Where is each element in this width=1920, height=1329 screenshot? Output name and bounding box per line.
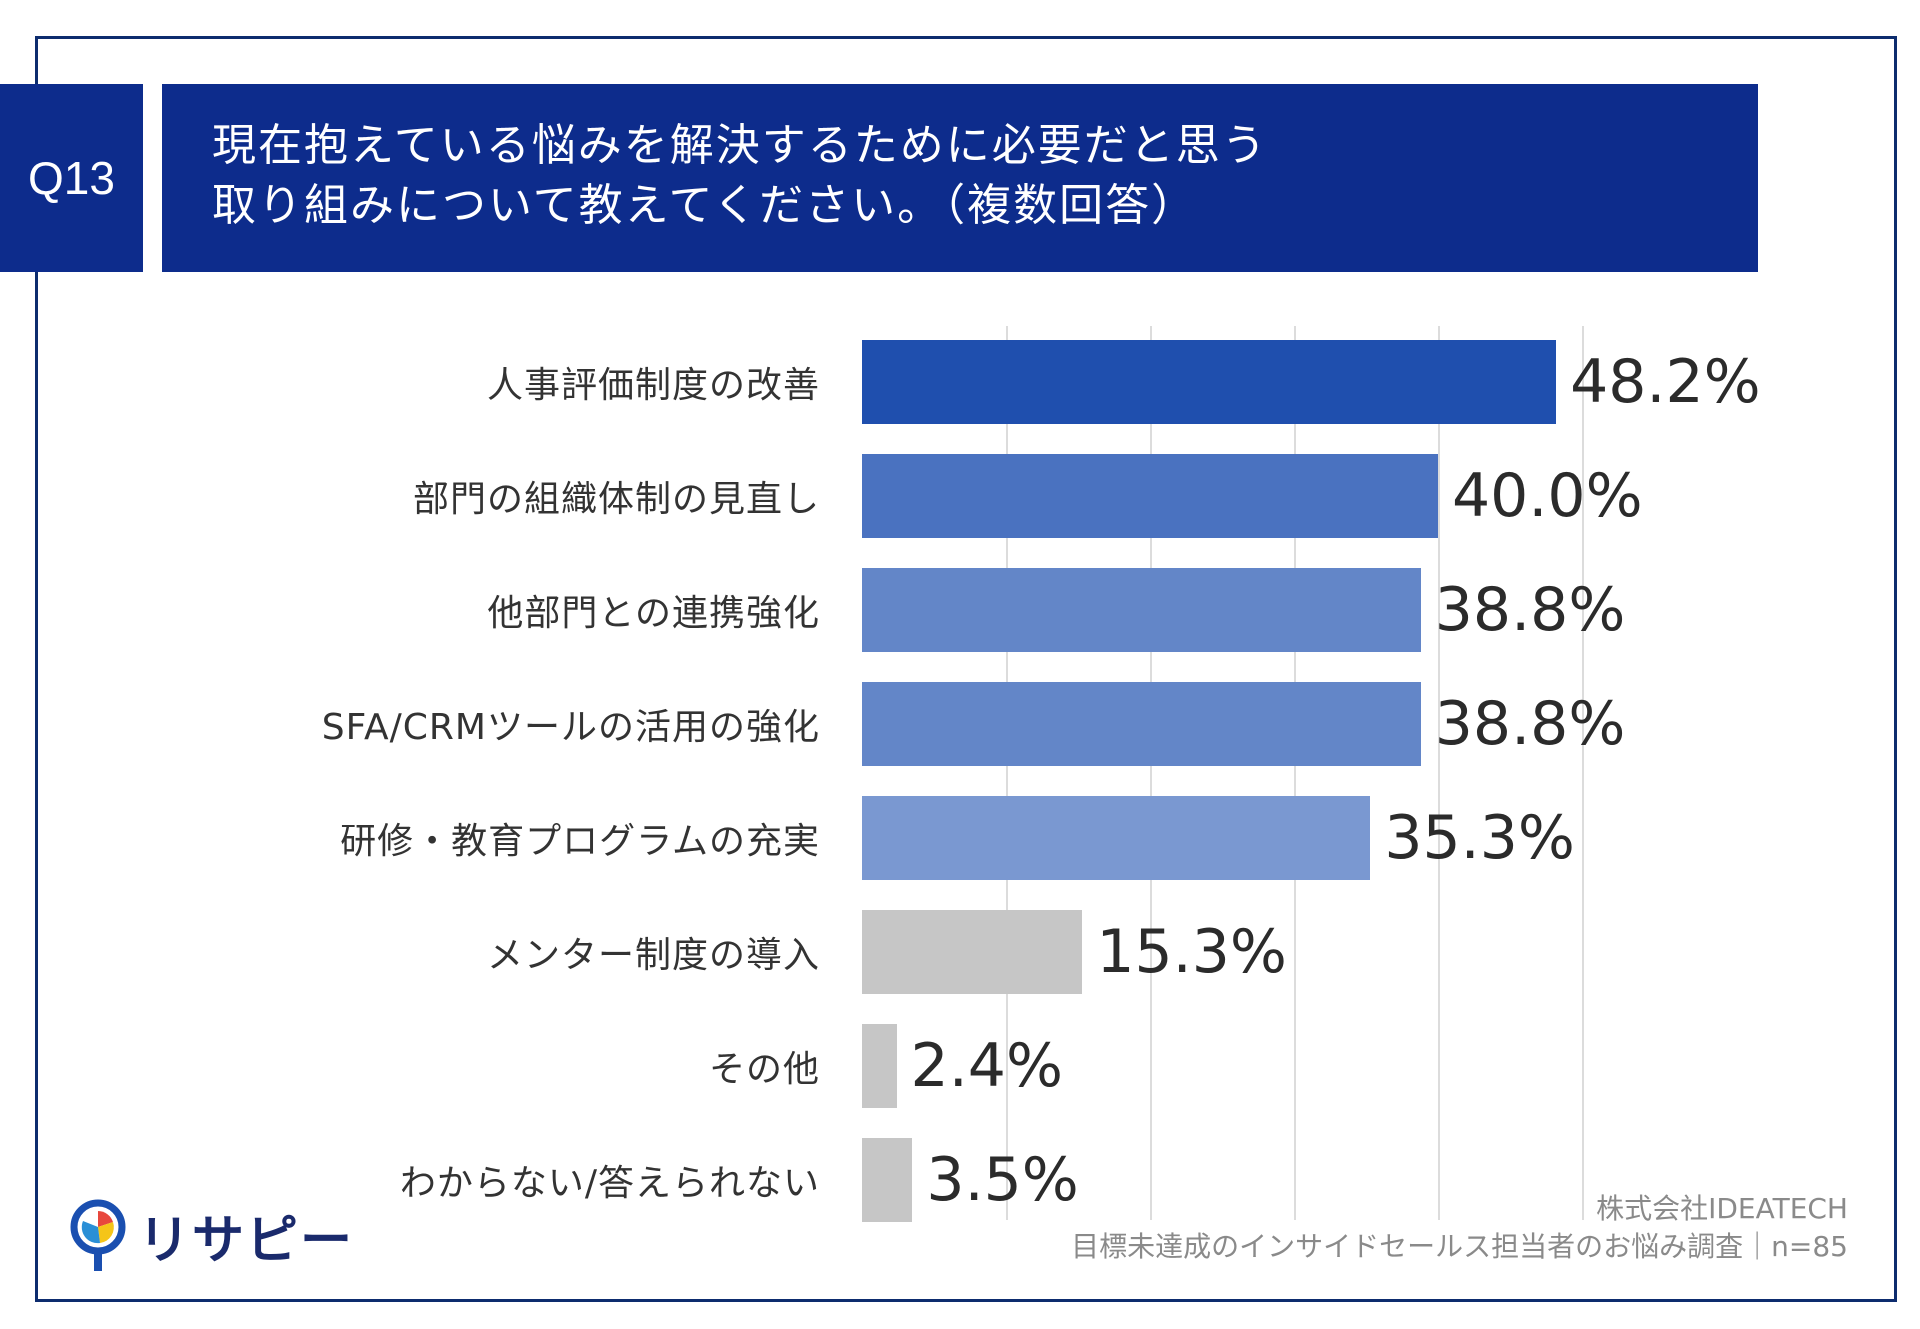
value-label: 40.0% [1452, 461, 1643, 531]
category-label: わからない/答えられない [399, 1163, 820, 1204]
question-text-line1: 現在抱えている悩みを解決するために必要だと思う [212, 120, 1268, 171]
gridline [1150, 326, 1152, 1220]
question-number-badge: Q13 [0, 84, 143, 272]
source-survey: 目標未達成のインサイドセールス担当者のお悩み調査｜n=85 [1071, 1230, 1848, 1263]
chart-frame [35, 36, 1897, 1302]
value-label: 35.3% [1384, 803, 1575, 873]
bar [862, 340, 1557, 424]
brand-logo: リサピー [70, 1198, 354, 1273]
value-label: 3.5% [926, 1145, 1079, 1215]
category-label: SFA/CRMツールの活用の強化 [321, 707, 820, 748]
value-label: 2.4% [910, 1031, 1063, 1101]
value-label: 38.8% [1434, 689, 1626, 759]
category-label: 他部門との連携強化 [487, 593, 820, 634]
category-label: 研修・教育プログラムの充実 [340, 821, 820, 862]
bar [862, 568, 1421, 652]
question-banner: 現在抱えている悩みを解決するために必要だと思う 取り組みについて教えてください。… [162, 84, 1758, 272]
question-text-line2: 取り組みについて教えてください。（複数回答） [212, 180, 1198, 231]
category-label: その他 [708, 1049, 820, 1090]
bar [862, 454, 1438, 538]
category-label: 部門の組織体制の見直し [412, 479, 820, 520]
bar [862, 682, 1421, 766]
bar [862, 1024, 897, 1108]
source-company: 株式会社IDEATECH [1596, 1192, 1848, 1225]
question-number: Q13 [28, 152, 115, 204]
value-label: 48.2% [1570, 347, 1761, 417]
gridline [1582, 326, 1584, 1220]
category-label: 人事評価制度の改善 [486, 365, 820, 406]
source-note: 株式会社IDEATECH 目標未達成のインサイドセールス担当者のお悩み調査｜n=… [1071, 1190, 1848, 1266]
gridline [1294, 326, 1296, 1220]
bar [862, 910, 1083, 994]
gridline [1438, 326, 1440, 1220]
gridline [1006, 326, 1008, 1220]
logo-text: リサピー [138, 1211, 355, 1271]
value-label: 15.3% [1096, 917, 1287, 987]
bar [862, 1138, 913, 1222]
pin-logo-icon [70, 1199, 126, 1271]
bar [862, 796, 1371, 880]
category-label: メンター制度の導入 [486, 935, 820, 976]
value-label: 38.8% [1434, 575, 1626, 645]
